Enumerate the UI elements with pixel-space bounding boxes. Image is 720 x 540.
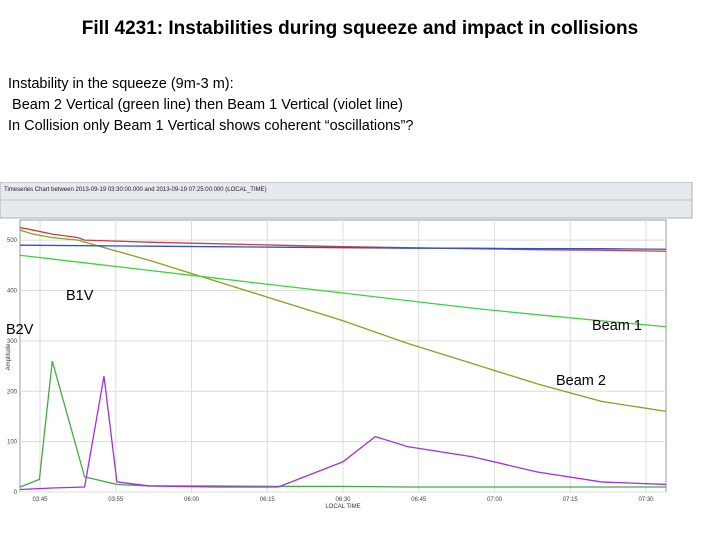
x-axis-label: LOCAL TIME xyxy=(325,504,360,510)
x-tick-label: 07:00 xyxy=(487,497,503,503)
x-tick-label: 06:45 xyxy=(411,497,427,503)
note-line-3: In Collision only Beam 1 Vertical shows … xyxy=(8,118,414,134)
series-layer xyxy=(19,226,667,491)
series-line-beam-2 xyxy=(19,229,667,413)
annotation-b1v: B1V xyxy=(66,288,94,304)
annotation-beam2: Beam 2 xyxy=(556,373,606,389)
note-line-1: Instability in the squeeze (9m-3 m): xyxy=(8,76,234,92)
series-line-beam-1 xyxy=(19,226,667,252)
chart-title: Timeseries Chart between 2013-09-19 03:3… xyxy=(4,187,267,193)
x-tick-label: 03:55 xyxy=(108,497,124,503)
series-line-intensity xyxy=(19,254,667,328)
x-tick-label: 06:30 xyxy=(335,497,351,503)
annotation-beam1: Beam 1 xyxy=(592,318,642,334)
x-tick-label: 06:15 xyxy=(260,497,276,503)
y-axis-label: Amplitude xyxy=(6,343,12,370)
y-tick-layer: 0 100 200 300 400 500 xyxy=(7,238,18,496)
x-tick-label: 03:45 xyxy=(32,497,48,503)
series-line-b2v xyxy=(19,360,666,488)
y-tick-label: 300 xyxy=(7,339,18,345)
y-tick-label: 100 xyxy=(7,440,18,446)
chart-svg: Timeseries Chart between 2013-09-19 03:3… xyxy=(0,182,720,512)
x-tick-label: 07:15 xyxy=(563,497,579,503)
notes-block: Instability in the squeeze (9m-3 m): Bea… xyxy=(8,74,708,137)
series-line-b1v xyxy=(19,376,667,491)
x-tick-label: 06:00 xyxy=(184,497,200,503)
timeseries-chart: Timeseries Chart between 2013-09-19 03:3… xyxy=(0,182,720,512)
x-tick-label: 07:30 xyxy=(638,497,654,503)
y-tick-label: 500 xyxy=(7,238,18,244)
y-tick-label: 200 xyxy=(7,389,18,395)
y-tick-label: 0 xyxy=(14,490,18,496)
slide-title: Fill 4231: Instabilities during squeeze … xyxy=(81,18,639,39)
annotation-b2v: B2V xyxy=(6,322,34,338)
note-line-2: Beam 2 Vertical (green line) then Beam 1… xyxy=(8,97,403,113)
series-line-energy xyxy=(19,244,667,250)
grid-layer xyxy=(20,220,666,493)
x-tick-layer: 03:45 03:55 06:00 06:15 06:30 06:45 07:00 07:15… xyxy=(32,497,654,503)
y-tick-label: 400 xyxy=(7,289,18,295)
